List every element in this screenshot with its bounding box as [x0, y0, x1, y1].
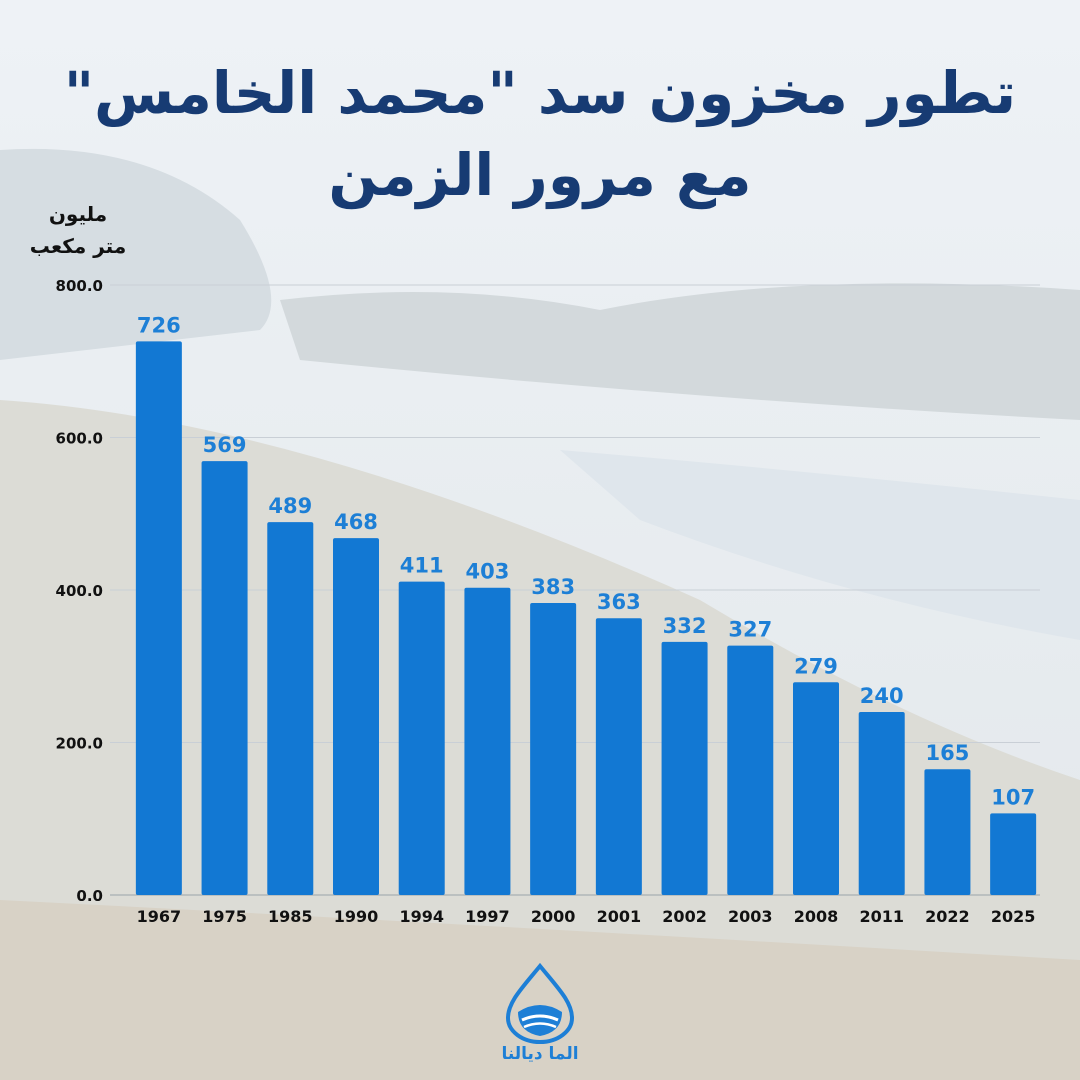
bar	[924, 769, 971, 895]
bar-value-label: 279	[794, 654, 838, 678]
bar-value-label: 327	[728, 618, 772, 642]
x-tick-label: 1994	[399, 907, 444, 926]
y-tick-label: 0.0	[76, 887, 103, 905]
y-tick-label: 200.0	[56, 735, 103, 753]
bar-value-label: 363	[597, 590, 641, 614]
y-tick-label: 600.0	[56, 430, 103, 448]
logo: الما ديالنا	[490, 962, 590, 1072]
bar-value-label: 332	[663, 614, 707, 638]
unit-line-1: مليون	[48, 202, 108, 226]
bar-value-label: 489	[268, 494, 312, 518]
bar	[990, 813, 1037, 895]
bar	[464, 587, 511, 895]
bar-value-label: 569	[203, 433, 247, 457]
x-tick-label: 2000	[531, 907, 576, 926]
bar	[858, 712, 905, 895]
unit-line-2: متر مكعب	[29, 234, 127, 258]
bar	[530, 602, 577, 895]
x-tick-label: 1990	[334, 907, 379, 926]
bar	[267, 522, 314, 895]
bar	[661, 641, 708, 895]
bar-value-label: 411	[400, 554, 444, 578]
bar	[135, 341, 182, 895]
bar-value-label: 726	[137, 313, 181, 337]
x-tick-label: 2022	[925, 907, 970, 926]
x-tick-label: 1985	[268, 907, 313, 926]
logo-text: الما ديالنا	[501, 1044, 579, 1064]
y-tick-label: 800.0	[56, 277, 103, 295]
bar	[727, 645, 774, 895]
bar-value-label: 383	[531, 575, 575, 599]
bar-value-label: 468	[334, 510, 378, 534]
title-line-2: مع مرور الزمن	[328, 141, 752, 209]
bar-value-label: 240	[860, 684, 904, 708]
chart-title: تطور مخزون سد "محمد الخامس" مع مرور الزم…	[0, 52, 1080, 216]
title-line-1: تطور مخزون سد "محمد الخامس"	[63, 59, 1017, 127]
bar	[201, 461, 248, 895]
bar	[398, 581, 445, 895]
x-tick-label: 2025	[991, 907, 1036, 926]
bar-value-label: 107	[991, 785, 1035, 809]
water-drop-logo-icon	[505, 962, 575, 1044]
x-tick-label: 2003	[728, 907, 773, 926]
x-tick-label: 1967	[137, 907, 182, 926]
y-axis-unit-label: مليون متر مكعب	[8, 198, 148, 262]
x-tick-label: 2001	[597, 907, 642, 926]
x-tick-label: 1975	[202, 907, 247, 926]
bar	[333, 538, 379, 895]
bar-value-label: 403	[466, 560, 510, 584]
x-tick-label: 2008	[794, 907, 839, 926]
x-tick-label: 1997	[465, 907, 510, 926]
bar	[793, 682, 839, 895]
bar-value-label: 165	[926, 741, 970, 765]
y-tick-label: 400.0	[56, 582, 103, 600]
bar	[595, 618, 642, 895]
x-tick-label: 2002	[662, 907, 707, 926]
x-tick-label: 2011	[859, 907, 904, 926]
